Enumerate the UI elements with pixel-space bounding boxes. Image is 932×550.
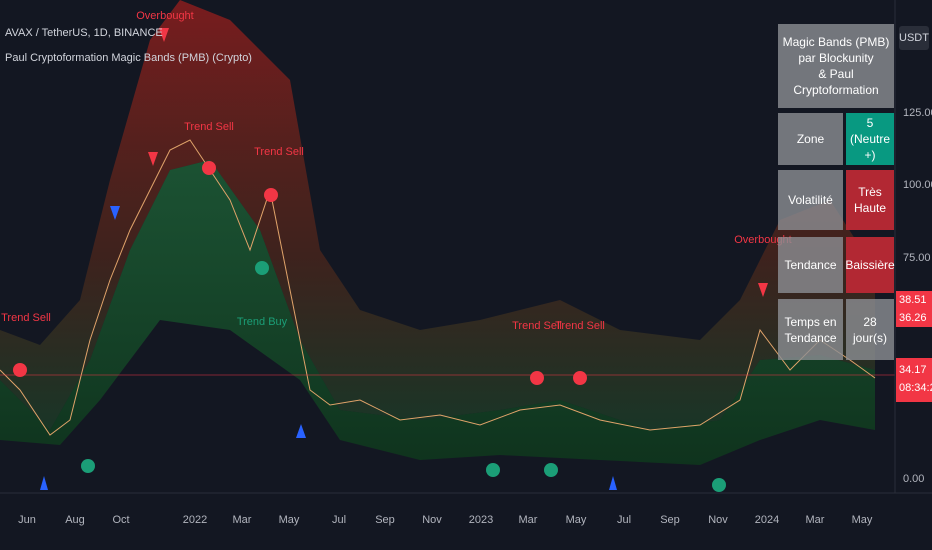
time-label: Nov	[708, 514, 728, 526]
sell-marker	[13, 363, 27, 377]
sell-marker	[264, 188, 278, 202]
table-value: Baissière	[845, 237, 895, 293]
sell-marker	[573, 371, 587, 385]
signal-label: Trend Sell	[254, 146, 304, 158]
price-label: 75.00	[903, 252, 931, 264]
currency-button[interactable]	[899, 26, 929, 50]
time-label: Sep	[660, 514, 680, 526]
time-label: Mar	[806, 514, 825, 526]
time-label: Jun	[18, 514, 36, 526]
signal-label: Trend Sell	[512, 320, 562, 332]
signal-label: Overbought	[734, 234, 791, 246]
price-line	[0, 139, 876, 436]
time-label: Sep	[375, 514, 395, 526]
table-title-line: & Paul Cryptoformation	[793, 67, 879, 97]
price-label: 0.00	[903, 473, 924, 485]
time-label: May	[279, 514, 300, 526]
price-tag-bg	[896, 291, 932, 309]
table-label: Tendance	[778, 237, 843, 293]
indicator-title: Paul Cryptoformation Magic Bands (PMB) (…	[5, 52, 252, 64]
table-label: Temps en Tendance	[778, 299, 843, 360]
price-label: 100.00	[903, 179, 932, 191]
price-tag: 38.51	[899, 294, 927, 306]
price-tag-bg	[896, 309, 932, 327]
table-title-line: Magic Bands (PMB) par Blockunity	[782, 35, 890, 65]
overbought-marker	[159, 28, 169, 42]
table-value: Très Haute	[846, 170, 894, 230]
time-label: Mar	[233, 514, 252, 526]
buy-marker	[255, 261, 269, 275]
buy-marker	[544, 463, 558, 477]
time-label: Jul	[332, 514, 346, 526]
time-label: 2022	[183, 514, 207, 526]
time-label: Mar	[519, 514, 538, 526]
lower-band	[0, 160, 875, 465]
time-label: 2023	[469, 514, 493, 526]
time-label: Nov	[422, 514, 442, 526]
time-label: Oct	[112, 514, 129, 526]
sell-marker	[530, 371, 544, 385]
price-tags	[896, 291, 932, 402]
sell-marker	[202, 161, 216, 175]
price-label: 125.00	[903, 107, 932, 119]
upper-band	[0, 0, 875, 430]
signal-label: Overbought	[136, 10, 193, 22]
symbol-title: AVAX / TetherUS, 1D, BINANCE	[5, 27, 163, 39]
oversold-marker	[296, 424, 306, 438]
buy-marker	[712, 478, 726, 492]
overbought-marker	[758, 283, 768, 297]
signal-label: Trend Sell	[555, 320, 605, 332]
price-tag: 34.17	[899, 364, 927, 376]
oversold-marker	[40, 476, 48, 490]
table-value: 28 jour(s)	[846, 299, 894, 360]
signal-label: Trend Buy	[237, 316, 288, 328]
time-label: Jul	[617, 514, 631, 526]
overbought-marker	[148, 152, 158, 166]
time-label: 2024	[755, 514, 779, 526]
table-value: 5 (Neutre +)	[846, 113, 894, 165]
currency[interactable]: USDT	[899, 32, 929, 44]
time-label: May	[852, 514, 873, 526]
table-label: Zone	[778, 113, 843, 165]
table-label: Volatilité	[778, 170, 843, 230]
price-tag-bg	[896, 358, 932, 402]
time-label: May	[566, 514, 587, 526]
time-label: Aug	[65, 514, 85, 526]
buy-marker	[81, 459, 95, 473]
signal-label: Trend Sell	[1, 312, 51, 324]
signal-label: Trend Sell	[184, 121, 234, 133]
buy-marker	[486, 463, 500, 477]
price-tag: 08:34:20	[899, 382, 932, 394]
price-tag: 36.26	[899, 312, 927, 324]
oversold-marker	[609, 476, 617, 490]
signal-markers	[13, 28, 768, 492]
table-title: Magic Bands (PMB) par Blockunity & Paul C…	[778, 24, 894, 108]
oversold-marker	[110, 206, 120, 220]
